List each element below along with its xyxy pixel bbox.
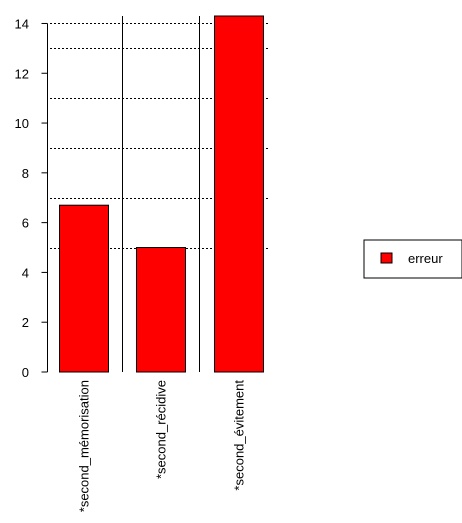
group-separators: [122, 16, 200, 372]
bar-0: [59, 204, 109, 373]
category-label-1: *second_récidive: [154, 380, 169, 479]
category-label-2: *second_évitement: [232, 380, 247, 491]
legend-box: [363, 239, 462, 279]
legend-swatch: [380, 252, 393, 264]
y-tick-label-4: 8: [22, 166, 29, 181]
bar-2: [214, 15, 264, 373]
y-axis: 0 2 4 6 8 10 12 14: [15, 16, 48, 380]
y-tick-label-0: 0: [22, 365, 29, 380]
bar-1: [136, 247, 186, 373]
legend-label: erreur: [408, 251, 443, 266]
y-tick-label-7: 14: [15, 16, 29, 31]
y-tick-label-2: 4: [22, 265, 29, 280]
y-tick-label-1: 2: [22, 315, 29, 330]
bars: [59, 15, 264, 373]
y-tick-label-3: 6: [22, 216, 29, 231]
category-labels: *second_mémorisation *second_récidive *sec…: [77, 380, 247, 513]
y-tick-label-5: 10: [15, 116, 29, 131]
y-tick-label-6: 12: [15, 66, 29, 81]
category-label-0: *second_mémorisation: [77, 380, 92, 512]
legend: erreur: [363, 239, 462, 279]
